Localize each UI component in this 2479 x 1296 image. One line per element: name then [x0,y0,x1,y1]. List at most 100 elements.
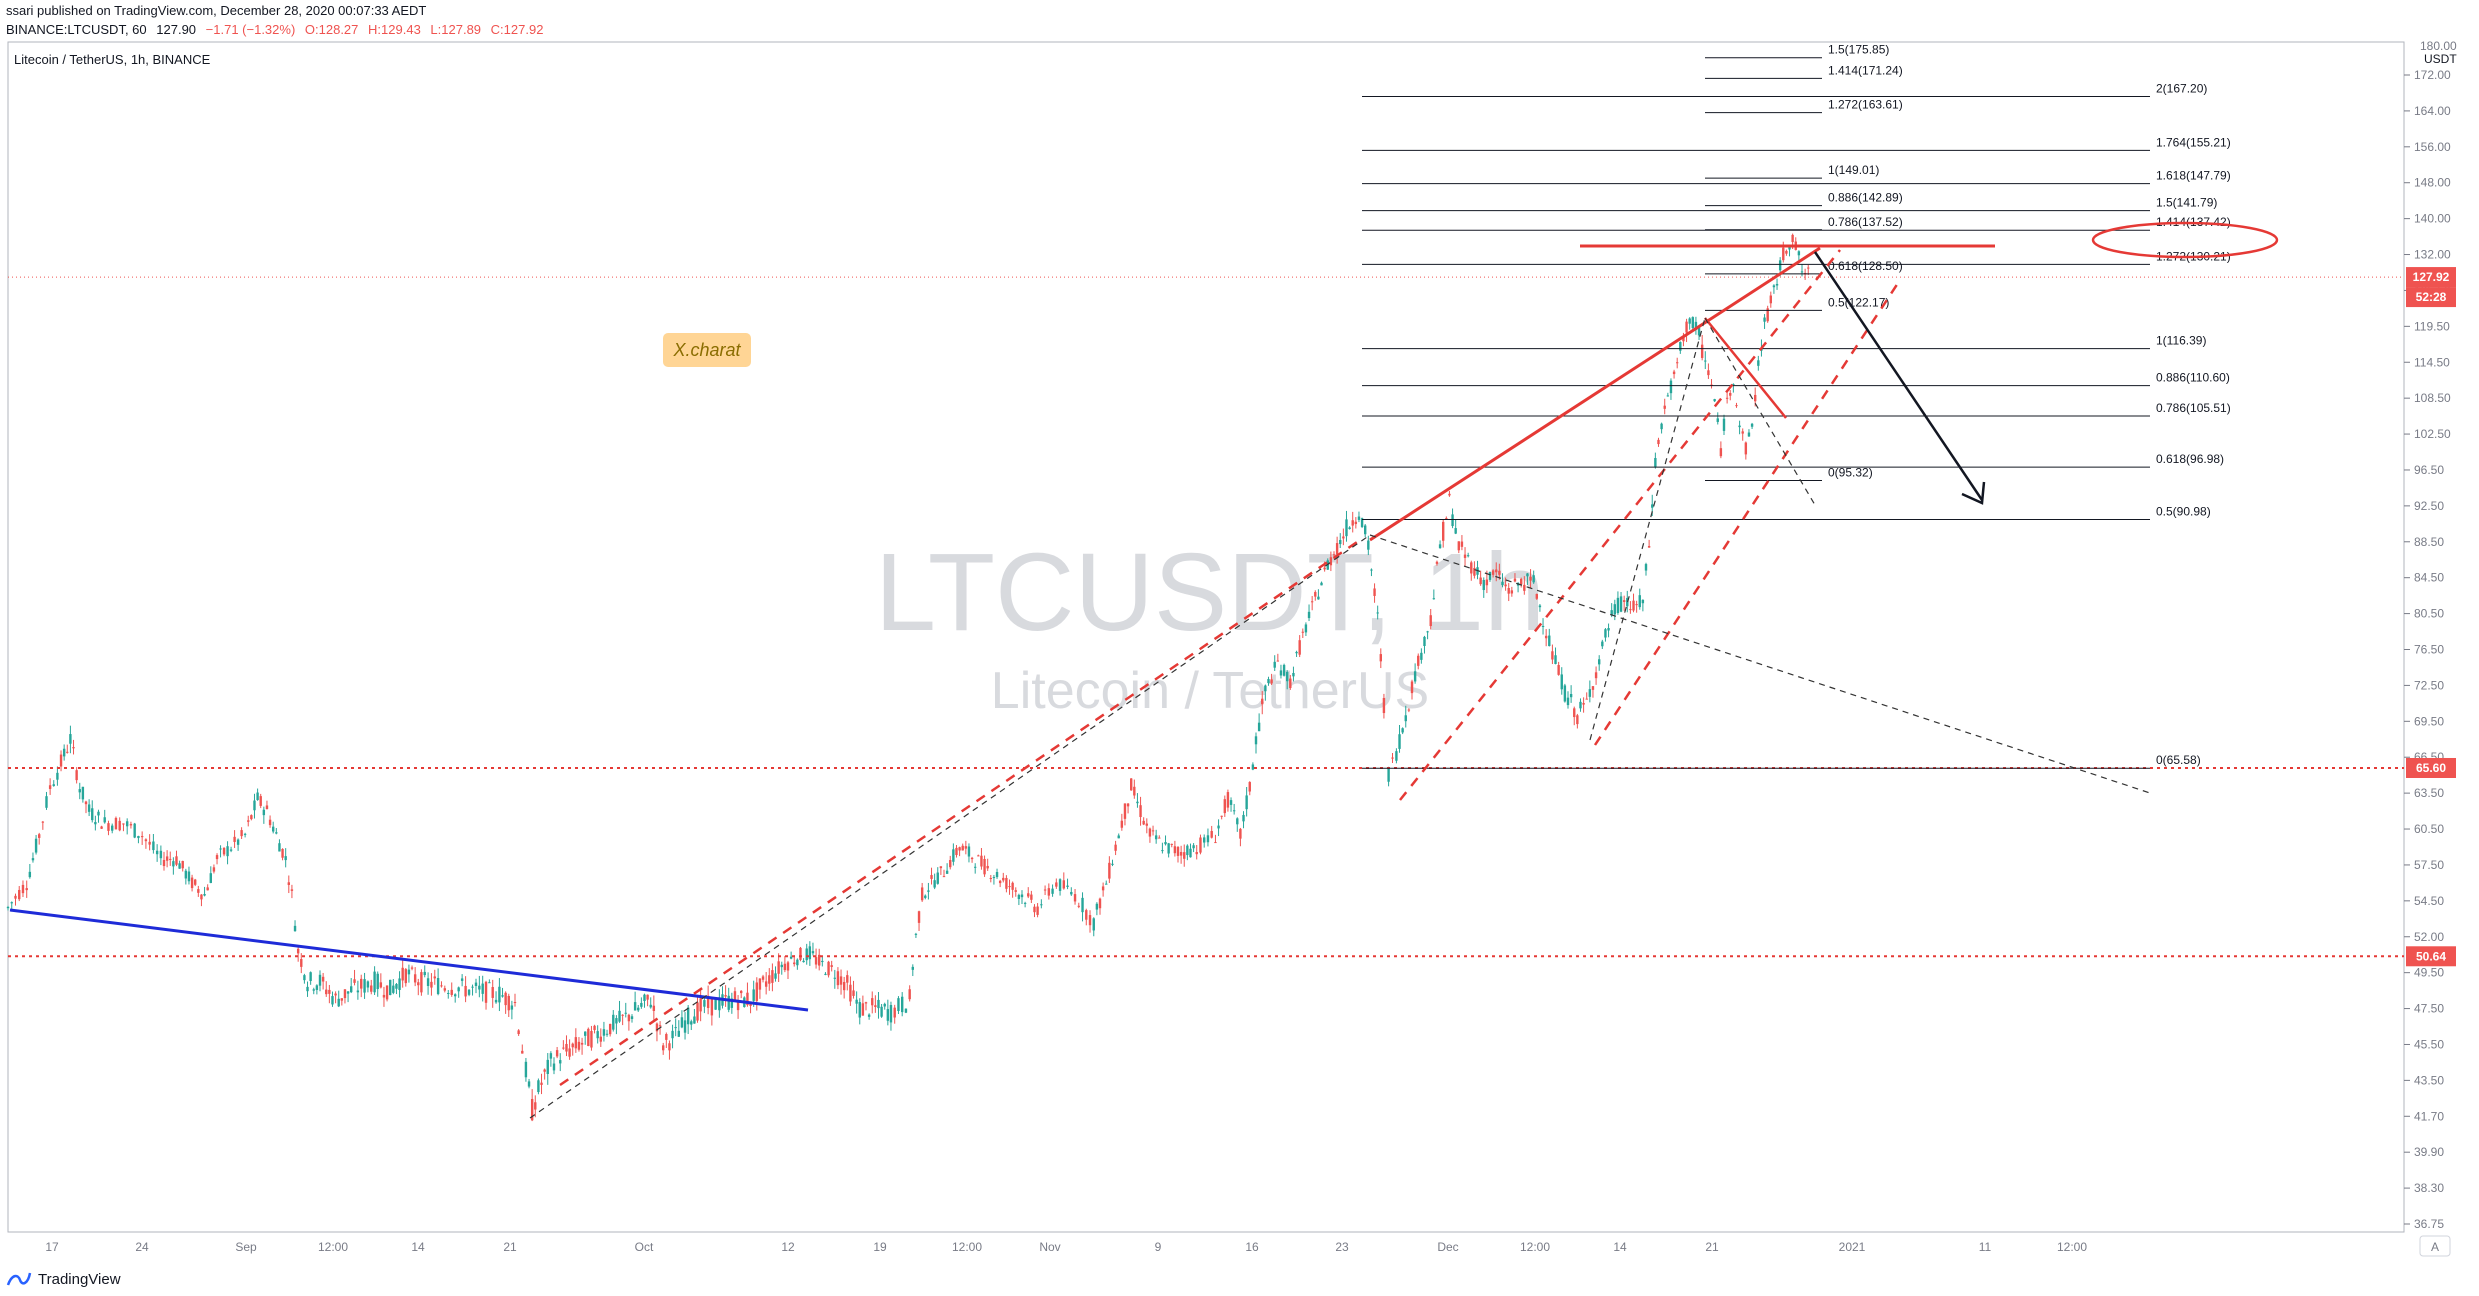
candle-body [1426,631,1429,633]
time-tick-label: 21 [503,1240,517,1254]
candle-body [655,1023,659,1032]
candle-body [1442,521,1445,541]
red-channel-lower[interactable] [1399,249,1841,801]
candle-body [1619,596,1623,612]
candle-body [703,1000,706,1007]
tradingview-brand[interactable]: TradingView [6,1270,121,1288]
candle-body [1763,317,1766,322]
candle-body [917,911,921,923]
candle-body [175,856,178,865]
candle-body [350,986,353,993]
candle-body [811,951,815,954]
candle-body [1460,541,1464,547]
price-tick-label: 36.75 [2414,1217,2444,1231]
candle-body [1579,701,1582,709]
candle-body [658,1025,662,1027]
candle-body [1242,814,1245,822]
candle-body [621,1014,624,1016]
red-channel-lower-2[interactable] [1593,279,1902,746]
candle-body [1136,801,1139,804]
candle-body [1576,715,1579,725]
candle-body [1123,803,1127,819]
candle-body [1183,852,1186,859]
candle-body [447,992,450,994]
annotation-box[interactable] [663,333,751,367]
candle-body [340,998,344,1001]
candle-body [568,1048,571,1057]
candle-body [1747,432,1751,437]
candle-body [328,989,331,994]
candle-body [1354,521,1358,525]
price-tick-label: 57.50 [2414,858,2444,872]
candle-body [706,995,710,1008]
close-value: C:127.92 [490,22,544,37]
candle-body [45,796,48,808]
price-axis[interactable]: 172.00164.00156.00148.00140.00132.00125.… [2404,68,2451,1231]
watermark-name: Litecoin / TetherUS [991,662,1429,720]
fib-level-label: 1.272(163.61) [1828,98,1903,112]
candle-body [802,960,805,963]
candle-body [81,786,85,800]
candle-body [66,751,69,753]
candle-body [1529,576,1532,581]
candle-body [995,872,999,878]
time-tick-label: 12:00 [318,1240,348,1254]
candle-body [1791,234,1794,243]
candle-body [846,975,849,983]
candle-body [818,954,821,966]
candle-body [546,1059,549,1074]
chart-pane[interactable] [7,41,2405,1233]
ohlc-line: BINANCE:LTCUSDT, 60 127.90 −1.71 (−1.32%… [6,22,543,37]
projection-arrow[interactable] [1813,251,1984,501]
price-tick-label: 164.00 [2414,104,2451,118]
candle-body [436,978,440,995]
candle-body [334,993,337,996]
candle-body [373,971,376,993]
candle-body [75,770,78,781]
candle-body [97,811,100,816]
blue-trendline[interactable] [9,908,809,1012]
red-correction-line[interactable] [1704,317,1787,419]
candle-body [615,1018,618,1024]
candle-body [169,858,172,860]
candle-body [930,875,933,879]
candle-body [236,839,240,845]
candle-body [1601,641,1604,647]
candle-body [1329,557,1333,566]
candle-body [1014,890,1017,892]
candle-body [958,847,961,851]
candle-body [945,870,949,874]
candle-body [155,850,159,855]
candle-body [1360,518,1364,527]
time-tick-label: 14 [1613,1240,1627,1254]
candle-body [1807,267,1810,269]
highlight-ellipse[interactable] [2091,221,2279,259]
candle-body [1161,850,1164,852]
red-upper-trendline[interactable] [1369,246,1821,542]
candle-body [1754,394,1757,402]
time-tick-label: Sep [235,1240,257,1254]
candle-body [627,1014,631,1022]
candle-body [871,998,874,1006]
candle-body [1654,457,1657,467]
candle-body [1142,820,1145,825]
candle-body [471,986,474,988]
candle-body [1785,250,1788,254]
candle-body [1070,891,1073,895]
candle-body [6,906,10,909]
candle-body [889,1005,893,1023]
candle-body [904,1008,908,1013]
candle-body [640,1002,643,1007]
time-axis[interactable]: 17 24 Sep 12:00 14 21 Oct 12 19 12:00 Nov 9 16 23 Dec 1… [45,1240,2087,1254]
annotation-label[interactable]: X.charat [672,340,741,360]
candle-body [1114,844,1117,851]
auto-scale-button[interactable] [2419,1235,2451,1257]
candle-body [1391,757,1394,759]
time-tick-label: 17 [45,1240,59,1254]
auto-scale-button-label[interactable]: A [2431,1240,2439,1254]
candle-body [1229,800,1233,805]
candle-body [967,846,971,857]
candle-body [226,846,229,857]
candle-body [1766,308,1769,322]
